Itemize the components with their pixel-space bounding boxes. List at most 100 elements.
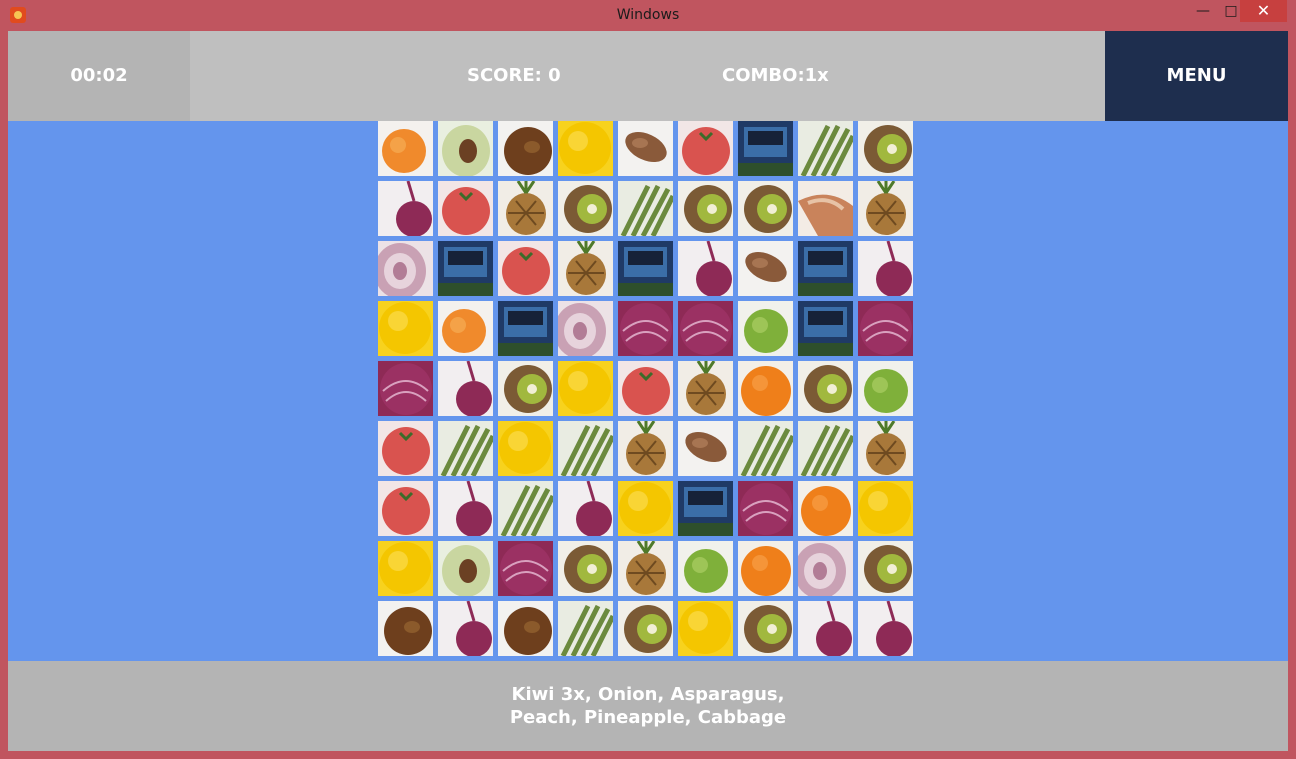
truck-tile[interactable] (678, 481, 733, 536)
asparagus-tile[interactable] (798, 421, 853, 476)
lemon-tile[interactable] (678, 601, 733, 656)
pineapple-tile[interactable] (858, 181, 913, 236)
pineapple-tile[interactable] (498, 181, 553, 236)
menu-button[interactable]: MENU (1105, 31, 1288, 121)
cabbage-tile[interactable] (858, 301, 913, 356)
pineapple-icon (678, 361, 733, 416)
orange-icon (738, 361, 793, 416)
app-icon (10, 7, 26, 23)
lemon-tile[interactable] (618, 481, 673, 536)
pineapple-icon (618, 421, 673, 476)
tomato-tile[interactable] (378, 481, 433, 536)
onion-tile[interactable] (858, 601, 913, 656)
cabbage-tile[interactable] (498, 541, 553, 596)
tomato-tile[interactable] (498, 241, 553, 296)
asparagus-icon (558, 601, 613, 656)
kiwi-tile[interactable] (858, 541, 913, 596)
lemon-tile[interactable] (378, 541, 433, 596)
asparagus-tile[interactable] (558, 421, 613, 476)
apple-half-icon (438, 121, 493, 176)
coconut-tile[interactable] (498, 121, 553, 176)
asparagus-tile[interactable] (558, 601, 613, 656)
orange-tile[interactable] (798, 481, 853, 536)
asparagus-tile[interactable] (438, 421, 493, 476)
pineapple-tile[interactable] (558, 241, 613, 296)
truck-tile[interactable] (798, 301, 853, 356)
onion-half-tile[interactable] (378, 241, 433, 296)
coconut-tile[interactable] (378, 601, 433, 656)
onion-tile[interactable] (558, 481, 613, 536)
apple-half-tile[interactable] (438, 121, 493, 176)
kiwi-icon (558, 541, 613, 596)
asparagus-tile[interactable] (798, 121, 853, 176)
kiwi-tile[interactable] (858, 121, 913, 176)
truck-tile[interactable] (798, 241, 853, 296)
orange-tile[interactable] (738, 541, 793, 596)
truck-tile[interactable] (618, 241, 673, 296)
onion-tile[interactable] (438, 361, 493, 416)
pecan-tile[interactable] (618, 121, 673, 176)
tomato-tile[interactable] (618, 361, 673, 416)
pineapple-tile[interactable] (678, 361, 733, 416)
asparagus-tile[interactable] (738, 421, 793, 476)
apple-half-tile[interactable] (438, 541, 493, 596)
kiwi-tile[interactable] (738, 601, 793, 656)
lemon-tile[interactable] (498, 421, 553, 476)
tomato-tile[interactable] (678, 121, 733, 176)
onion-half-tile[interactable] (798, 541, 853, 596)
coconut-tile[interactable] (498, 601, 553, 656)
onion-tile[interactable] (378, 181, 433, 236)
lemon-tile[interactable] (858, 481, 913, 536)
kiwi-tile[interactable] (558, 181, 613, 236)
asparagus-tile[interactable] (618, 181, 673, 236)
cabbage-tile[interactable] (378, 361, 433, 416)
kiwi-tile[interactable] (738, 181, 793, 236)
apple-tile[interactable] (738, 301, 793, 356)
kiwi-tile[interactable] (558, 541, 613, 596)
truck-tile[interactable] (738, 121, 793, 176)
asparagus-tile[interactable] (498, 481, 553, 536)
goal-line-1: Kiwi 3x, Onion, Asparagus, (511, 684, 785, 705)
onion-tile[interactable] (678, 241, 733, 296)
onion-tile[interactable] (798, 601, 853, 656)
pecan-icon (618, 121, 673, 176)
lemon-tile[interactable] (558, 121, 613, 176)
kiwi-tile[interactable] (498, 361, 553, 416)
orange-tile[interactable] (738, 361, 793, 416)
pineapple-tile[interactable] (618, 541, 673, 596)
pecan-tile[interactable] (738, 241, 793, 296)
onion-tile[interactable] (858, 241, 913, 296)
lemon-tile[interactable] (558, 361, 613, 416)
truck-icon (798, 241, 853, 296)
cabbage-tile[interactable] (678, 301, 733, 356)
apple-tile[interactable] (858, 361, 913, 416)
onion-tile[interactable] (438, 601, 493, 656)
asparagus-icon (498, 481, 553, 536)
maximize-button[interactable]: □ (1224, 3, 1238, 19)
onion-icon (558, 481, 613, 536)
pear-slice-tile[interactable] (798, 181, 853, 236)
pineapple-tile[interactable] (618, 421, 673, 476)
onion-half-tile[interactable] (558, 301, 613, 356)
cabbage-tile[interactable] (738, 481, 793, 536)
peach-tile[interactable] (438, 301, 493, 356)
kiwi-tile[interactable] (618, 601, 673, 656)
apple-tile[interactable] (678, 541, 733, 596)
kiwi-tile[interactable] (798, 361, 853, 416)
tomato-tile[interactable] (378, 421, 433, 476)
minimize-button[interactable]: — (1196, 3, 1210, 19)
peach-tile[interactable] (378, 121, 433, 176)
truck-tile[interactable] (498, 301, 553, 356)
asparagus-icon (558, 421, 613, 476)
tomato-tile[interactable] (438, 181, 493, 236)
truck-tile[interactable] (438, 241, 493, 296)
lemon-tile[interactable] (378, 301, 433, 356)
kiwi-tile[interactable] (678, 181, 733, 236)
tomato-icon (678, 121, 733, 176)
tomato-icon (498, 241, 553, 296)
cabbage-tile[interactable] (618, 301, 673, 356)
pineapple-tile[interactable] (858, 421, 913, 476)
onion-tile[interactable] (438, 481, 493, 536)
close-button[interactable]: ✕ (1240, 0, 1287, 22)
pecan-tile[interactable] (678, 421, 733, 476)
